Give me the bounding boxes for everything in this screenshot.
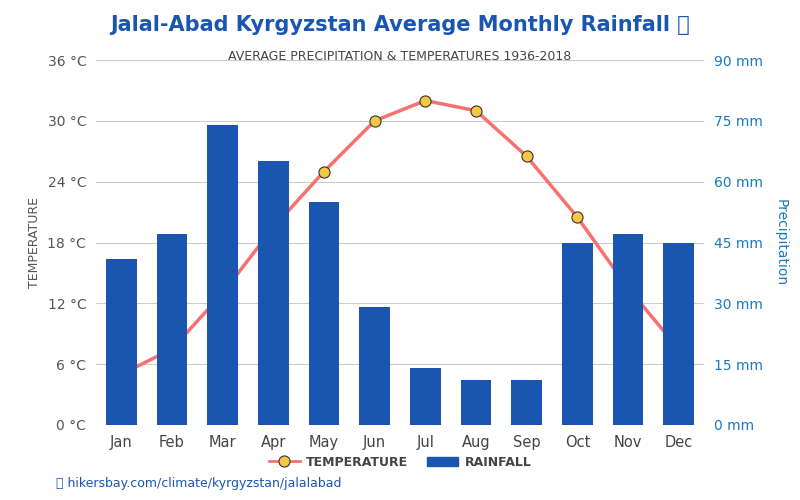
Y-axis label: TEMPERATURE: TEMPERATURE <box>28 197 42 288</box>
Text: 🔥 hikersbay.com/climate/kyrgyzstan/jalalabad: 🔥 hikersbay.com/climate/kyrgyzstan/jalal… <box>56 477 342 490</box>
Bar <box>207 125 238 425</box>
Bar <box>663 242 694 425</box>
Bar <box>157 234 187 425</box>
Text: Jalal-Abad Kyrgyzstan Average Monthly Rainfall 🌧: Jalal-Abad Kyrgyzstan Average Monthly Ra… <box>110 15 690 35</box>
Bar <box>258 162 289 425</box>
Bar <box>562 242 593 425</box>
Text: AVERAGE PRECIPITATION & TEMPERATURES 1936-2018: AVERAGE PRECIPITATION & TEMPERATURES 193… <box>228 50 572 63</box>
Bar <box>613 234 643 425</box>
Y-axis label: Precipitation: Precipitation <box>774 199 788 286</box>
Bar <box>461 380 491 425</box>
Bar <box>309 202 339 425</box>
Bar <box>106 258 137 425</box>
Bar <box>359 308 390 425</box>
Legend: TEMPERATURE, RAINFALL: TEMPERATURE, RAINFALL <box>264 451 536 474</box>
Bar <box>410 368 441 425</box>
Bar <box>511 380 542 425</box>
